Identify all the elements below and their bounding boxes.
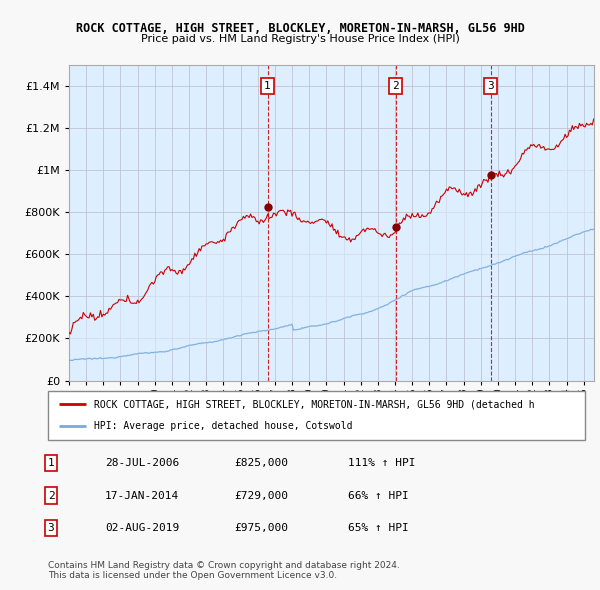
Text: £825,000: £825,000: [234, 458, 288, 468]
Text: HPI: Average price, detached house, Cotswold: HPI: Average price, detached house, Cots…: [94, 421, 352, 431]
Text: 65% ↑ HPI: 65% ↑ HPI: [348, 523, 409, 533]
Text: £975,000: £975,000: [234, 523, 288, 533]
Text: 3: 3: [487, 81, 494, 91]
Text: 3: 3: [47, 523, 55, 533]
Text: 66% ↑ HPI: 66% ↑ HPI: [348, 491, 409, 500]
Text: 2: 2: [392, 81, 399, 91]
Text: Contains HM Land Registry data © Crown copyright and database right 2024.: Contains HM Land Registry data © Crown c…: [48, 560, 400, 569]
Text: This data is licensed under the Open Government Licence v3.0.: This data is licensed under the Open Gov…: [48, 571, 337, 579]
Text: 111% ↑ HPI: 111% ↑ HPI: [348, 458, 415, 468]
Text: ROCK COTTAGE, HIGH STREET, BLOCKLEY, MORETON-IN-MARSH, GL56 9HD: ROCK COTTAGE, HIGH STREET, BLOCKLEY, MOR…: [76, 22, 524, 35]
Text: 02-AUG-2019: 02-AUG-2019: [105, 523, 179, 533]
Text: 28-JUL-2006: 28-JUL-2006: [105, 458, 179, 468]
Text: £729,000: £729,000: [234, 491, 288, 500]
Text: 17-JAN-2014: 17-JAN-2014: [105, 491, 179, 500]
Text: 1: 1: [47, 458, 55, 468]
Text: Price paid vs. HM Land Registry's House Price Index (HPI): Price paid vs. HM Land Registry's House …: [140, 34, 460, 44]
Text: 1: 1: [264, 81, 271, 91]
Text: ROCK COTTAGE, HIGH STREET, BLOCKLEY, MORETON-IN-MARSH, GL56 9HD (detached h: ROCK COTTAGE, HIGH STREET, BLOCKLEY, MOR…: [94, 399, 534, 409]
Text: 2: 2: [47, 491, 55, 500]
